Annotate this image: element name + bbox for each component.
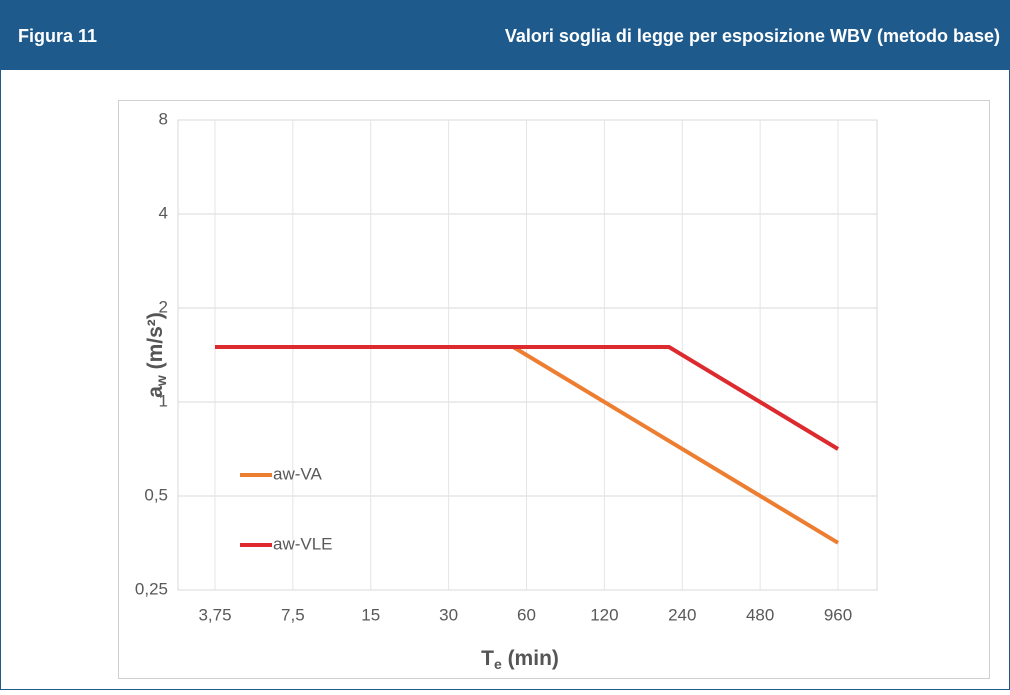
x-tick-label: 480 <box>746 605 774 624</box>
x-label-rest: (min) <box>502 647 559 670</box>
x-tick-label: 30 <box>439 605 458 624</box>
y-label-rest: (m/s²) <box>144 312 167 375</box>
y-tick-label: 1 <box>159 391 168 410</box>
x-tick-label: 240 <box>668 605 696 624</box>
series-line <box>215 345 840 451</box>
y-axis-label: aw (m/s²) <box>144 312 169 398</box>
x-tick-label: 15 <box>361 605 380 624</box>
legend-label: aw-VLE <box>273 534 333 553</box>
y-tick-label: 4 <box>159 203 168 222</box>
figure-title: Valori soglia di legge per esposizione W… <box>505 26 1000 46</box>
x-axis-label: Te (min) <box>481 647 559 672</box>
y-label-sub: w <box>153 375 169 387</box>
x-tick-label: 3,75 <box>198 605 231 624</box>
y-tick-label: 0,25 <box>135 579 168 598</box>
y-tick-label: 2 <box>159 297 168 316</box>
legend-label: aw-VA <box>273 464 322 483</box>
x-tick-label: 960 <box>824 605 852 624</box>
y-tick-label: 8 <box>159 109 168 128</box>
y-tick-label: 0,5 <box>144 485 168 504</box>
x-label-main: T <box>481 647 494 670</box>
x-tick-label: 120 <box>590 605 618 624</box>
x-tick-label: 7,5 <box>281 605 305 624</box>
x-tick-label: 60 <box>517 605 536 624</box>
header-bar <box>0 0 1010 70</box>
chart-box <box>118 100 990 679</box>
figure-label: Figura 11 <box>18 26 97 46</box>
x-label-sub: e <box>494 656 502 672</box>
y-label-main: a <box>144 386 167 398</box>
